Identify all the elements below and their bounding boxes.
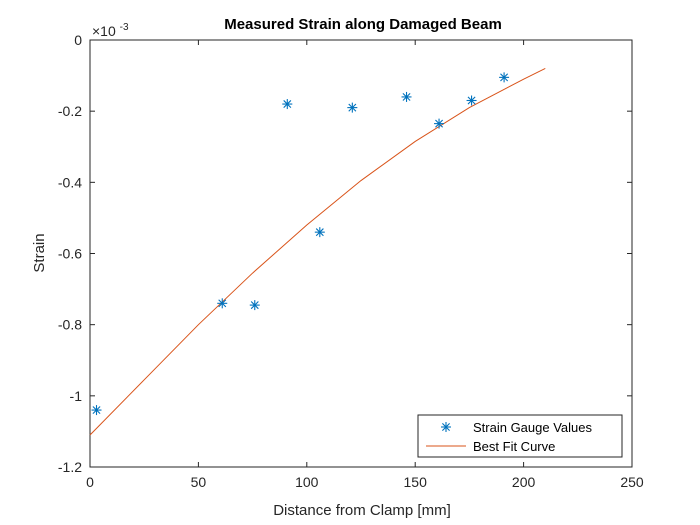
strain-gauge-point-stroke bbox=[92, 406, 101, 415]
y-tick-label: -0.4 bbox=[58, 174, 82, 190]
y-axis-exponent-base: ×10 bbox=[92, 23, 116, 39]
strain-gauge-point bbox=[282, 99, 293, 110]
x-tick-label: 150 bbox=[404, 474, 428, 490]
strain-gauge-point bbox=[401, 91, 412, 102]
y-axis-exponent-power: -3 bbox=[120, 22, 129, 33]
strain-gauge-point-stroke bbox=[250, 301, 259, 310]
strain-gauge-point-stroke bbox=[218, 299, 227, 308]
y-tick-label: 0 bbox=[74, 32, 82, 48]
legend-label: Strain Gauge Values bbox=[473, 420, 592, 435]
y-tick-label: -0.8 bbox=[58, 317, 82, 333]
best-fit-curve bbox=[89, 68, 546, 436]
y-tick-label: -1.2 bbox=[58, 459, 82, 475]
x-axis-label: Distance from Clamp [mm] bbox=[273, 502, 451, 519]
x-tick-label: 50 bbox=[191, 474, 207, 490]
chart-title: Measured Strain along Damaged Beam bbox=[224, 16, 502, 33]
y-tick-label: -0.2 bbox=[58, 103, 82, 119]
strain-gauge-point bbox=[434, 118, 445, 129]
strain-gauge-point-stroke bbox=[283, 100, 292, 109]
strain-gauge-point-stroke bbox=[500, 73, 509, 82]
strain-gauge-point-stroke bbox=[467, 96, 476, 105]
x-tick-label: 200 bbox=[512, 474, 536, 490]
strain-gauge-point-stroke bbox=[348, 103, 357, 112]
x-tick-label: 0 bbox=[86, 474, 94, 490]
strain-gauge-point bbox=[466, 95, 477, 106]
strain-gauge-point bbox=[91, 405, 102, 416]
legend-label: Best Fit Curve bbox=[473, 439, 555, 454]
strain-gauge-point-stroke bbox=[315, 228, 324, 237]
strain-gauge-point-stroke bbox=[435, 119, 444, 128]
strain-gauge-point bbox=[249, 300, 260, 311]
legend-marker-strain-gauge bbox=[441, 422, 451, 432]
y-tick-label: -0.6 bbox=[58, 246, 82, 262]
strain-gauge-point bbox=[217, 298, 228, 309]
x-tick-label: 100 bbox=[295, 474, 319, 490]
y-axis-label: Strain bbox=[31, 233, 48, 272]
y-tick-label: -1 bbox=[70, 388, 83, 404]
y-axis-exponent: ×10 -3 bbox=[92, 22, 129, 39]
strain-gauge-point bbox=[314, 227, 325, 238]
axes-box bbox=[89, 39, 633, 468]
strain-gauge-point bbox=[499, 72, 510, 83]
x-tick-label: 250 bbox=[620, 474, 644, 490]
plot-area: 0 50 100 150 200 250 -1.2 -1 -0.8 -0.6 -0.4 -0.2 0 bbox=[58, 32, 644, 490]
strain-gauge-point bbox=[347, 102, 358, 113]
strain-gauge-point-stroke bbox=[402, 92, 411, 101]
legend-marker-strain-gauge-stroke bbox=[442, 423, 450, 431]
legend-box bbox=[417, 414, 623, 458]
legend: Strain Gauge Values Best Fit Curve bbox=[417, 414, 623, 458]
